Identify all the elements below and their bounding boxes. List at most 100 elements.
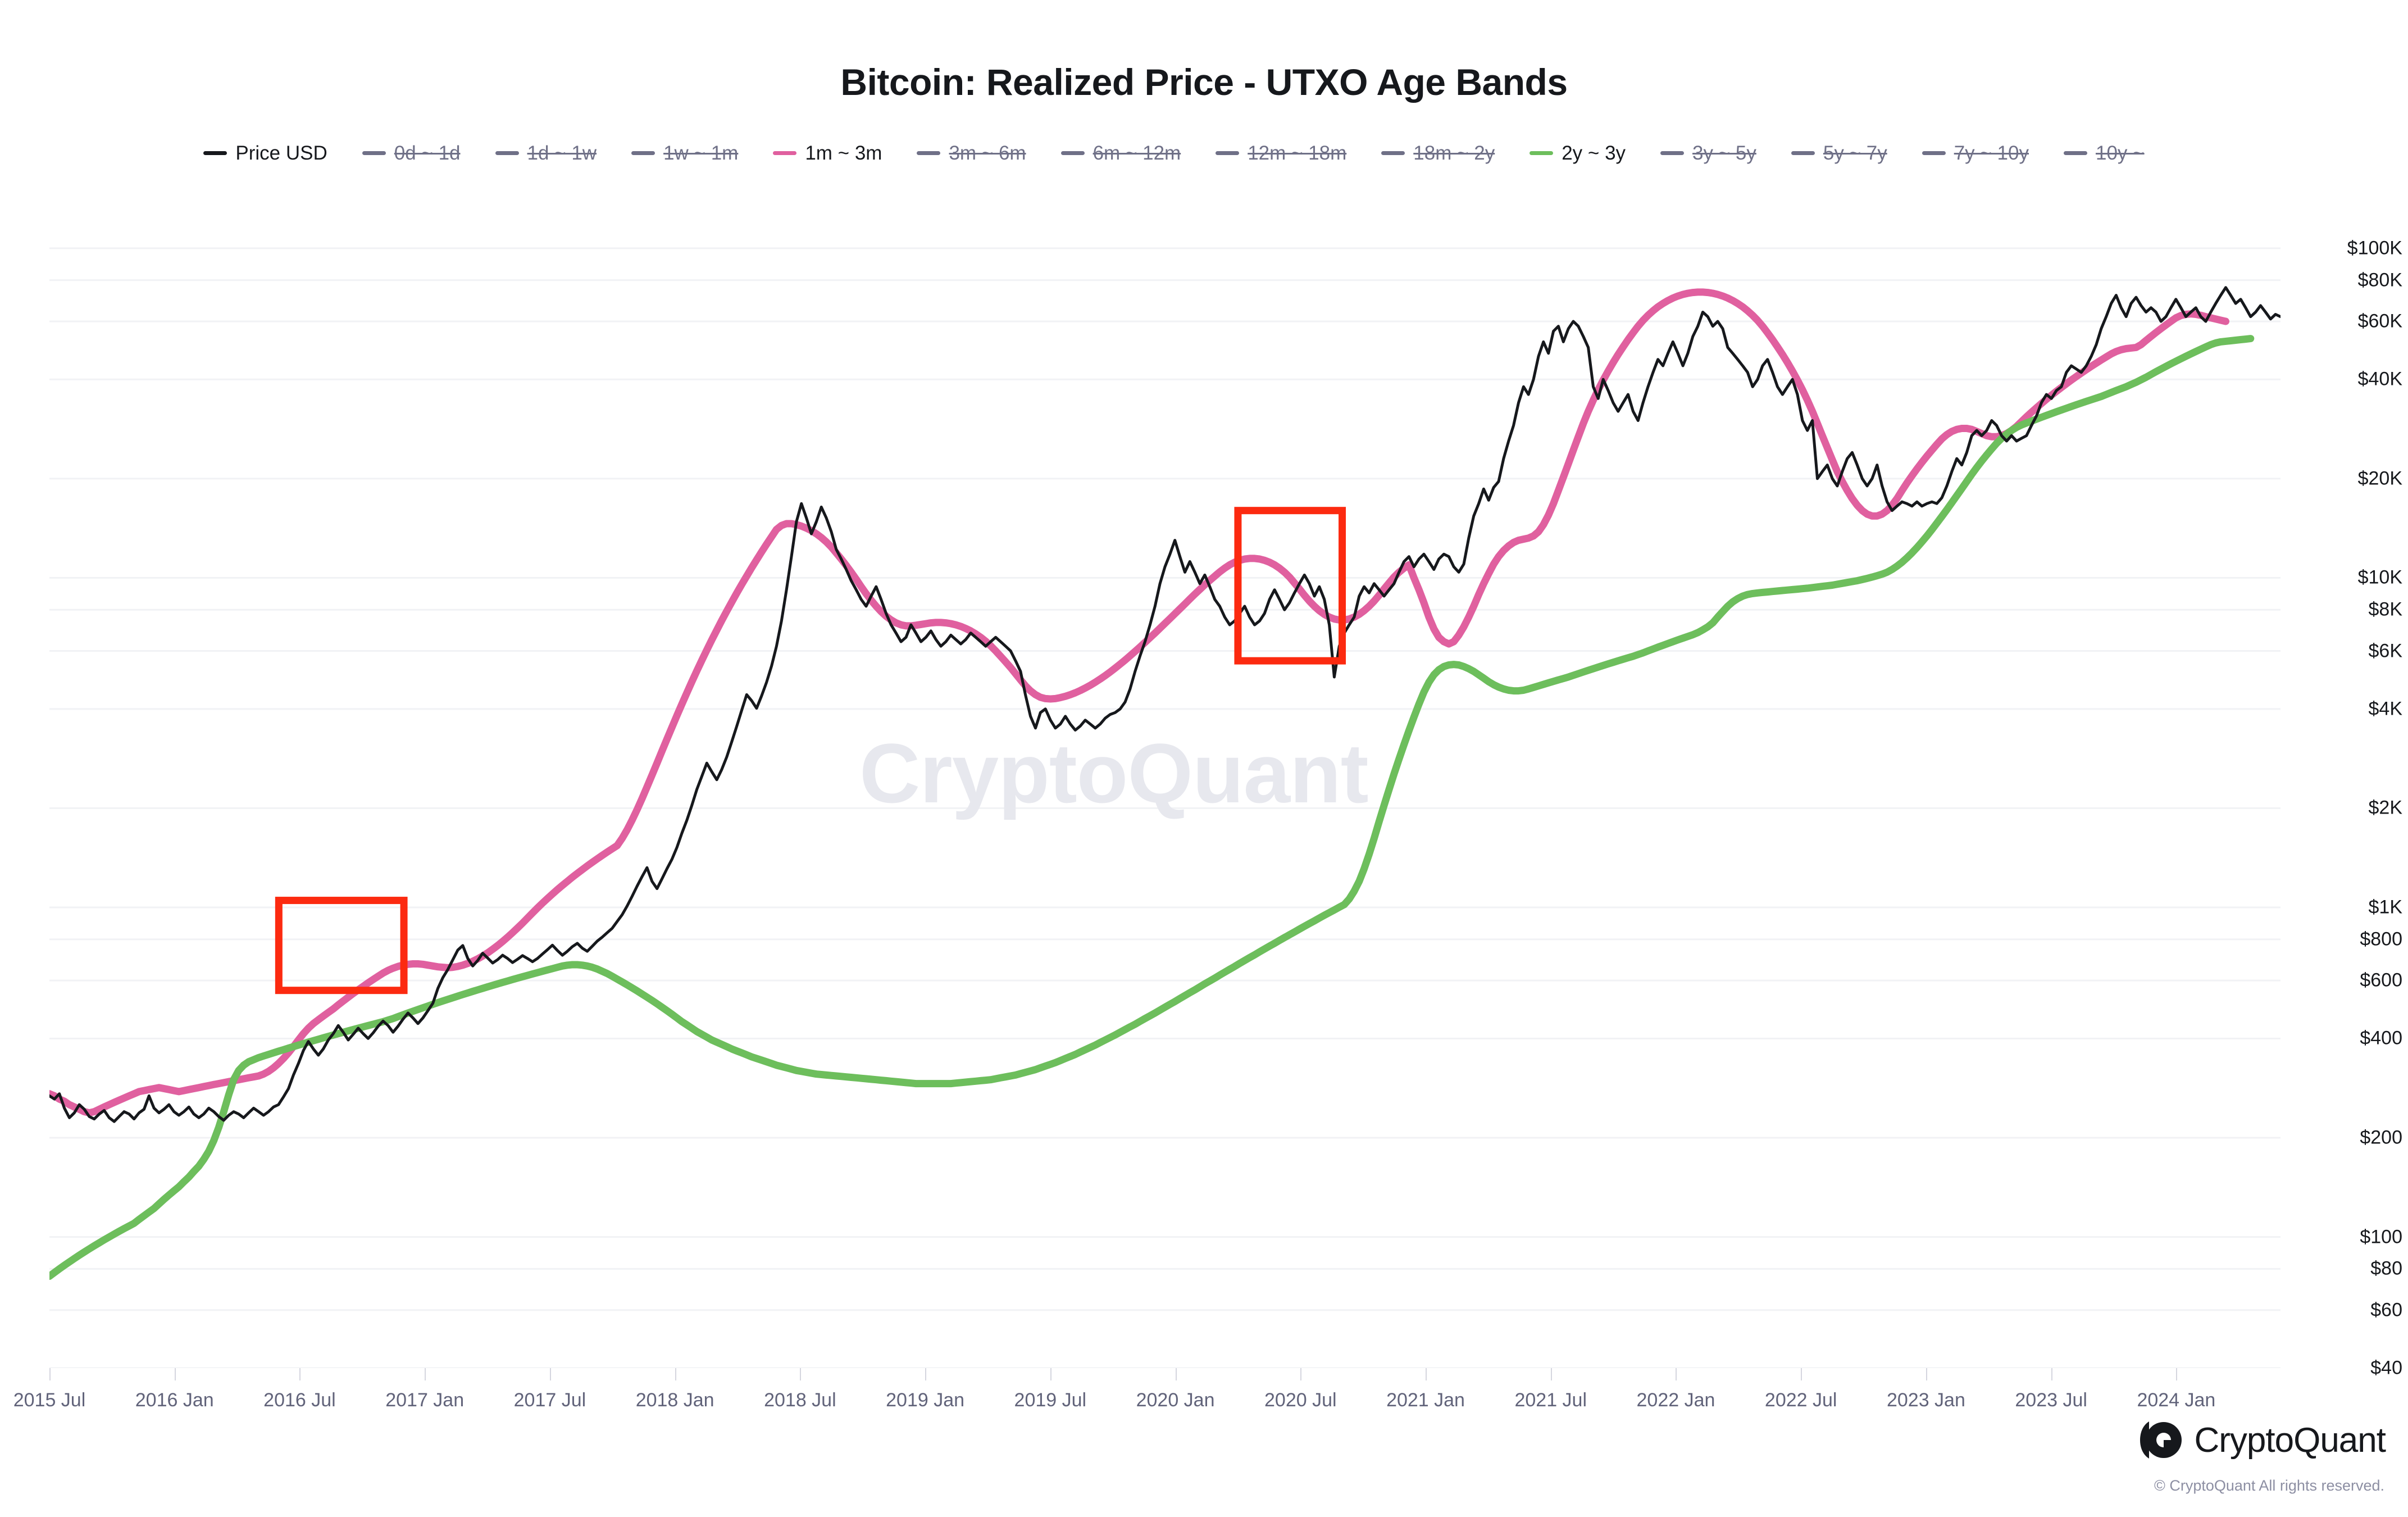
x-axis-tick bbox=[299, 1368, 301, 1380]
legend-item-1d-1w[interactable]: 1d ~ 1w bbox=[495, 143, 597, 163]
legend-item-10y-[interactable]: 10y ~ bbox=[2064, 143, 2145, 163]
x-axis-tick-label: 2020 Jul bbox=[1264, 1389, 1337, 1411]
legend-item-label: 12m ~ 18m bbox=[1248, 142, 1347, 164]
legend-swatch-icon bbox=[1060, 151, 1085, 155]
legend-item-label: 3m ~ 6m bbox=[949, 142, 1026, 164]
y-axis-tick-label: $1K bbox=[2368, 896, 2403, 918]
y-axis-tick-label: $20K bbox=[2357, 467, 2402, 489]
chart-canvas bbox=[49, 247, 2280, 1368]
legend-item-label: 0d ~ 1d bbox=[394, 142, 461, 164]
y-axis-tick-label: $60 bbox=[2370, 1299, 2402, 1321]
legend-swatch-icon bbox=[917, 151, 941, 155]
legend-item-3m-6m[interactable]: 3m ~ 6m bbox=[917, 143, 1026, 163]
y-axis-tick-label: $40 bbox=[2370, 1357, 2402, 1379]
chart-legend[interactable]: Price USD 0d ~ 1d 1d ~ 1w 1w ~ 1m 1m ~ 3m 3m … bbox=[0, 143, 2348, 163]
x-axis-tick-label: 2024 Jan bbox=[2137, 1389, 2216, 1411]
y-axis-tick-label: $4K bbox=[2368, 698, 2403, 720]
y-axis-tick-label: $60K bbox=[2357, 310, 2402, 332]
legend-item-label: 1d ~ 1w bbox=[527, 142, 597, 164]
x-axis-tick bbox=[1300, 1368, 1302, 1380]
legend-item-6m-12m[interactable]: 6m ~ 12m bbox=[1060, 142, 1181, 164]
x-axis-tick-label: 2017 Jan bbox=[385, 1389, 465, 1411]
legend-swatch-icon bbox=[1791, 151, 1815, 155]
legend-item-label: Price USD bbox=[235, 142, 327, 164]
annotation-box-2016 bbox=[275, 897, 408, 994]
brand-name: CryptoQuant bbox=[2194, 1420, 2386, 1460]
legend-swatch-icon bbox=[773, 151, 797, 155]
x-axis-tick bbox=[49, 1368, 51, 1380]
x-axis-tick-label: 2019 Jul bbox=[1014, 1389, 1087, 1411]
legend-swatch-icon bbox=[631, 151, 656, 155]
x-axis-tick-label: 2022 Jul bbox=[1764, 1389, 1837, 1411]
legend-item-0d-1d[interactable]: 0d ~ 1d bbox=[362, 143, 461, 163]
y-axis-tick-label: $8K bbox=[2368, 598, 2403, 620]
annotation-box-2020 bbox=[1234, 507, 1346, 665]
y-axis-tick-label: $80K bbox=[2357, 269, 2402, 291]
legend-item-label: 6m ~ 12m bbox=[1093, 142, 1181, 164]
x-axis-tick bbox=[925, 1368, 927, 1380]
x-axis-tick-label: 2018 Jan bbox=[635, 1389, 714, 1411]
y-axis-tick-label: $600 bbox=[2360, 969, 2402, 991]
x-axis-tick bbox=[549, 1368, 551, 1380]
legend-item-12m-18m[interactable]: 12m ~ 18m bbox=[1216, 143, 1346, 163]
x-axis-tick bbox=[1175, 1368, 1177, 1380]
x-axis-tick bbox=[800, 1368, 802, 1380]
y-axis-tick-label: $800 bbox=[2360, 928, 2402, 950]
legend-item-3y-5y[interactable]: 3y ~ 5y bbox=[1660, 143, 1756, 163]
legend-item-5y-7y[interactable]: 5y ~ 7y bbox=[1791, 143, 1887, 163]
x-axis-tick-label: 2022 Jan bbox=[1636, 1389, 1715, 1411]
legend-swatch-icon bbox=[1530, 151, 1554, 155]
plot-area bbox=[49, 211, 2280, 1368]
x-axis-tick bbox=[1050, 1368, 1051, 1380]
legend-swatch-icon bbox=[1216, 151, 1240, 155]
y-axis-tick-label: $2K bbox=[2368, 797, 2403, 819]
legend-swatch-icon bbox=[495, 151, 519, 155]
x-axis-tick bbox=[1426, 1368, 1427, 1380]
legend-item-label: 5y ~ 7y bbox=[1823, 142, 1887, 164]
x-axis-tick bbox=[1801, 1368, 1802, 1380]
brand-logo: CryptoQuant bbox=[2138, 1418, 2386, 1462]
legend-item-1w-1m[interactable]: 1w ~ 1m bbox=[631, 143, 738, 163]
watermark: CryptoQuant bbox=[859, 726, 1369, 820]
legend-item-1m-3m[interactable]: 1m ~ 3m bbox=[773, 143, 882, 163]
x-axis-tick bbox=[2051, 1368, 2052, 1380]
legend-swatch-icon bbox=[1381, 151, 1405, 155]
legend-item-label: 3y ~ 5y bbox=[1692, 142, 1756, 164]
y-axis: $100K $80K $60K $40K $20K $10K $8K $6K $4K $2K $1K… bbox=[2287, 211, 2408, 1378]
x-axis-tick-label: 2023 Jul bbox=[2015, 1389, 2087, 1411]
legend-item-label: 7y ~ 10y bbox=[1954, 142, 2029, 164]
y-axis-tick-label: $80 bbox=[2370, 1257, 2402, 1279]
x-axis-tick-label: 2016 Jul bbox=[263, 1389, 336, 1411]
y-axis-tick-label: $100 bbox=[2360, 1226, 2402, 1248]
x-axis-tick-label: 2023 Jan bbox=[1886, 1389, 1965, 1411]
x-axis-tick bbox=[1926, 1368, 1927, 1380]
legend-item-price-usd[interactable]: Price USD bbox=[203, 143, 327, 163]
x-axis-tick-label: 2017 Jul bbox=[513, 1389, 586, 1411]
x-axis-tick-label: 2021 Jan bbox=[1386, 1389, 1465, 1411]
page-title: Bitcoin: Realized Price - UTXO Age Bands bbox=[840, 61, 1568, 103]
legend-item-18m-2y[interactable]: 18m ~ 2y bbox=[1381, 143, 1495, 163]
x-axis-tick-label: 2018 Jul bbox=[764, 1389, 836, 1411]
legend-item-label: 1w ~ 1m bbox=[663, 142, 739, 164]
series-line-1m-3m bbox=[49, 288, 2229, 1117]
x-axis-tick bbox=[2176, 1368, 2178, 1380]
legend-item-7y-10y[interactable]: 7y ~ 10y bbox=[1922, 143, 2029, 163]
series-line-price-usd bbox=[49, 286, 2280, 1123]
legend-item-label: 2y ~ 3y bbox=[1562, 142, 1626, 164]
legend-item-2y-3y[interactable]: 2y ~ 3y bbox=[1530, 143, 1626, 163]
y-axis-tick-label: $6K bbox=[2368, 640, 2403, 662]
x-axis-tick bbox=[174, 1368, 176, 1380]
legend-swatch-icon bbox=[203, 151, 227, 155]
x-axis-tick-label: 2019 Jan bbox=[886, 1389, 965, 1411]
y-axis-tick-label: $40K bbox=[2357, 368, 2402, 390]
y-axis-tick-label: $200 bbox=[2360, 1127, 2402, 1148]
legend-item-label: 10y ~ bbox=[2096, 142, 2145, 164]
cryptoquant-logo-icon bbox=[2140, 1421, 2182, 1459]
y-axis-tick-label: $100K bbox=[2347, 237, 2402, 259]
series-line-2y-3y bbox=[49, 335, 2255, 1280]
copyright-text: © CryptoQuant All rights reserved. bbox=[2154, 1477, 2384, 1494]
y-axis-tick-label: $400 bbox=[2360, 1027, 2402, 1049]
legend-swatch-icon bbox=[1660, 151, 1685, 155]
y-axis-tick-label: $10K bbox=[2357, 566, 2402, 588]
